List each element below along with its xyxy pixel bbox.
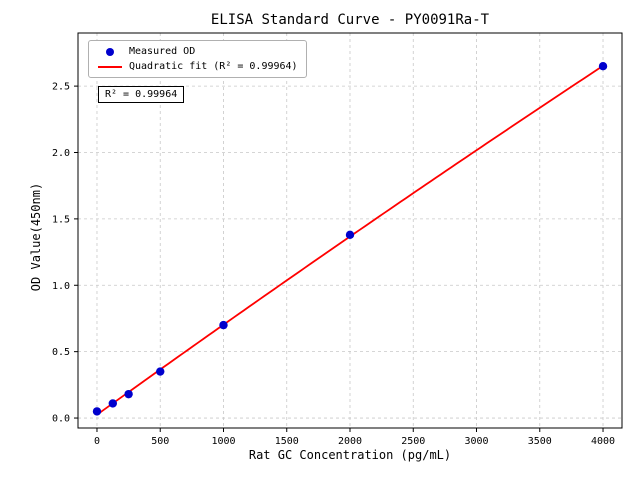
chart-title: ELISA Standard Curve - PY0091Ra-T [210, 12, 490, 28]
legend-item-label: Quadratic fit (R² = 0.99964) [129, 61, 298, 72]
x-tick-label: 4000 [591, 436, 615, 447]
x-tick-label: 1500 [275, 436, 299, 447]
legend-dot-marker-icon [97, 47, 123, 56]
x-tick-label: 2000 [338, 436, 362, 447]
y-tick-label: 1.0 [52, 281, 70, 292]
data-point [598, 61, 608, 71]
r-squared-annotation: R² = 0.99964 [98, 86, 185, 103]
y-tick-label: 1.5 [52, 214, 70, 225]
x-tick-label: 500 [151, 436, 169, 447]
x-tick-label: 3500 [528, 436, 552, 447]
data-point [92, 407, 102, 416]
data-point [219, 320, 228, 330]
x-tick-label: 2500 [401, 436, 425, 447]
y-tick-label: 0.0 [52, 414, 70, 425]
y-axis-label: OD Value(450nm) [29, 182, 43, 292]
legend-line-marker-icon [97, 65, 123, 68]
x-tick-label: 1000 [211, 436, 235, 447]
y-tick-label: 0.5 [52, 347, 70, 358]
legend-item-measured-od: Measured OD [97, 46, 298, 57]
data-point [345, 230, 355, 240]
x-tick-label: 3000 [464, 436, 488, 447]
y-tick-label: 2.0 [52, 148, 70, 159]
data-point [124, 389, 133, 399]
legend-item-label: Measured OD [129, 46, 196, 57]
legend: Measured OD Quadratic fit (R² = 0.99964) [88, 40, 307, 78]
y-tick-label: 2.5 [52, 82, 70, 93]
data-point [108, 399, 117, 408]
data-point [156, 367, 165, 376]
x-tick-label: 0 [94, 436, 100, 447]
x-axis-label: Rat GC Concentration (pg/mL) [248, 448, 452, 462]
legend-item-quadratic-fit: Quadratic fit (R² = 0.99964) [97, 61, 298, 72]
